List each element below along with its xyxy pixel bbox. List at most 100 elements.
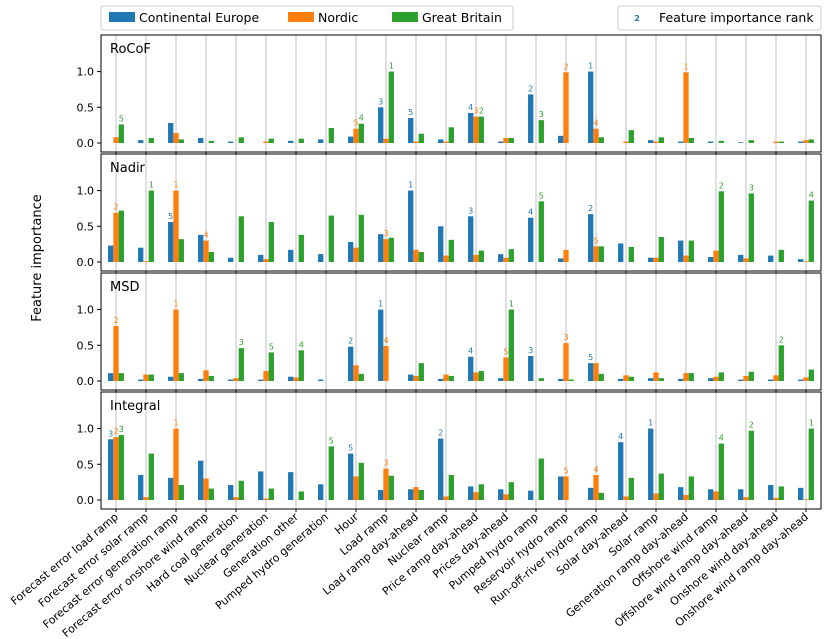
bar-rocof-continental-europe-offshore-wind-ramp-day-ahead xyxy=(738,142,744,143)
bar-msd-great-britain-nuclear-generation xyxy=(268,352,274,381)
bar-msd-nordic-offshore-wind-ramp-day-ahead xyxy=(743,376,749,381)
bar-integral-nordic-solar-ramp xyxy=(653,493,659,500)
bar-nadir-continental-europe-pumped-hydro-generation xyxy=(318,254,324,262)
bar-msd-continental-europe-forecast-error-generation-ramp xyxy=(168,376,174,381)
bar-integral-great-britain-onshore-wind-day-ahead xyxy=(778,486,784,500)
rank-label: 3 xyxy=(749,183,754,192)
bar-rocof-great-britain-load-ramp-day-ahead xyxy=(418,133,424,143)
bar-rocof-great-britain-solar-day-ahead xyxy=(628,130,634,143)
bar-msd-great-britain-offshore-wind-ramp xyxy=(718,372,724,381)
bar-msd-nordic-onshore-wind-ramp-day-ahead xyxy=(803,377,809,381)
rank-label: 2 xyxy=(113,316,118,325)
rank-label: 4 xyxy=(809,191,814,200)
bar-rocof-continental-europe-forecast-error-generation-ramp xyxy=(168,123,174,143)
rank-label: 3 xyxy=(119,425,124,434)
bar-msd-continental-europe-offshore-wind-ramp-day-ahead xyxy=(738,379,744,381)
rank-label: 1 xyxy=(389,62,394,71)
rank-label: 2 xyxy=(563,62,568,71)
bar-msd-continental-europe-pumped-hydro-generation xyxy=(318,379,324,381)
bar-integral-great-britain-forecast-error-onshore-wind-ramp xyxy=(208,488,214,500)
bar-nadir-nordic-forecast-error-load-ramp xyxy=(113,212,119,262)
bar-integral-great-britain-nuclear-generation xyxy=(268,488,274,500)
bar-rocof-continental-europe-pumped-hydro-generation xyxy=(318,139,324,143)
bar-nadir-continental-europe-nuclear-ramp xyxy=(438,226,444,262)
bar-integral-nordic-generation-ramp-day-ahead xyxy=(683,495,689,500)
bar-integral-great-britain-forecast-error-load-ramp xyxy=(118,435,124,500)
bar-nadir-nordic-offshore-wind-ramp xyxy=(713,250,719,262)
bar-nadir-continental-europe-nuclear-generation xyxy=(258,254,264,262)
bar-nadir-great-britain-forecast-error-onshore-wind-ramp xyxy=(208,252,214,262)
bar-integral-continental-europe-forecast-error-load-ramp xyxy=(108,439,114,500)
bar-nadir-great-britain-solar-ramp xyxy=(658,237,664,262)
bar-rocof-continental-europe-hard-coal-generation xyxy=(228,141,234,143)
bar-msd-great-britain-hour xyxy=(358,373,364,381)
bar-integral-nordic-prices-day-ahead xyxy=(503,494,509,500)
legend-label-great-britain: Great Britain xyxy=(422,10,502,25)
bar-integral-great-britain-hard-coal-generation xyxy=(238,480,244,500)
bar-rocof-nordic-generation-ramp-day-ahead xyxy=(683,72,689,143)
y-tick-label: 0.0 xyxy=(77,137,95,150)
bar-integral-nordic-run-off-river-hydro-ramp xyxy=(593,475,599,500)
bar-integral-great-britain-price-ramp-day-ahead xyxy=(478,484,484,500)
rank-label: 3 xyxy=(383,459,388,468)
rank-label: 5 xyxy=(588,353,593,362)
rank-label: 4 xyxy=(468,347,473,356)
legend-label-rank: Feature importance rank xyxy=(659,10,814,25)
bar-nadir-great-britain-hour xyxy=(358,214,364,262)
bar-msd-great-britain-offshore-wind-ramp-day-ahead xyxy=(748,371,754,381)
rank-label: 2 xyxy=(113,427,118,436)
bar-msd-continental-europe-generation-other xyxy=(288,376,294,381)
rank-label: 1 xyxy=(648,419,653,428)
bar-rocof-nordic-nuclear-generation xyxy=(263,141,269,143)
bar-nadir-continental-europe-load-ramp-day-ahead xyxy=(408,190,414,262)
bar-integral-great-britain-solar-day-ahead xyxy=(628,477,634,500)
bar-rocof-great-britain-forecast-error-solar-ramp xyxy=(148,138,154,143)
bar-nadir-nordic-forecast-error-solar-ramp xyxy=(143,261,149,262)
bar-integral-continental-europe-nuclear-ramp xyxy=(438,438,444,500)
bar-integral-continental-europe-prices-day-ahead xyxy=(498,489,504,500)
bar-msd-continental-europe-solar-day-ahead xyxy=(618,378,624,381)
bar-msd-continental-europe-forecast-error-load-ramp xyxy=(108,373,114,381)
bar-msd-nordic-run-off-river-hydro-ramp xyxy=(593,363,599,381)
bar-integral-continental-europe-load-ramp xyxy=(378,490,384,500)
bar-nadir-continental-europe-hour xyxy=(348,242,354,262)
bar-msd-continental-europe-forecast-error-onshore-wind-ramp xyxy=(198,378,204,381)
bar-msd-continental-europe-forecast-error-solar-ramp xyxy=(138,379,144,381)
bar-rocof-great-britain-generation-ramp-day-ahead xyxy=(688,138,694,143)
bar-integral-continental-europe-hour xyxy=(348,453,354,500)
panel-nadir: 5 1 3 4 2 2 1 4 3 5 1 5 2 3 4 0.0 0.5 1.0 Nadir xyxy=(77,153,822,274)
bar-msd-continental-europe-onshore-wind-day-ahead xyxy=(768,379,774,381)
bar-msd-nordic-nuclear-generation xyxy=(263,371,269,381)
rank-label: 5 xyxy=(593,236,598,245)
bar-rocof-continental-europe-offshore-wind-ramp xyxy=(708,141,714,143)
bar-integral-continental-europe-onshore-wind-day-ahead xyxy=(768,485,774,500)
bar-rocof-continental-europe-onshore-wind-ramp-day-ahead xyxy=(798,141,804,143)
bar-msd-continental-europe-price-ramp-day-ahead xyxy=(468,356,474,381)
bar-integral-continental-europe-load-ramp-day-ahead xyxy=(408,489,414,500)
y-tick-label: 0.0 xyxy=(77,256,95,269)
bar-msd-great-britain-onshore-wind-ramp-day-ahead xyxy=(808,369,814,381)
bar-msd-great-britain-hard-coal-generation xyxy=(238,348,244,381)
y-tick-label: 0.0 xyxy=(77,375,95,388)
rank-label: 2 xyxy=(719,181,724,190)
bar-rocof-continental-europe-run-off-river-hydro-ramp xyxy=(588,71,594,143)
bar-rocof-nordic-prices-day-ahead xyxy=(503,138,509,143)
rank-label: 4 xyxy=(359,114,364,123)
bar-rocof-great-britain-onshore-wind-ramp-day-ahead xyxy=(808,139,814,143)
bar-rocof-nordic-forecast-error-load-ramp xyxy=(113,137,119,143)
rank-label: 4 xyxy=(299,340,304,349)
legend-swatch-continental-europe xyxy=(109,12,135,22)
y-tick-label: 0.0 xyxy=(77,494,95,507)
bar-nadir-continental-europe-pumped-hydro-ramp xyxy=(528,217,534,262)
bar-rocof-great-britain-solar-ramp xyxy=(658,137,664,143)
bar-rocof-continental-europe-reservoir-hydro-ramp xyxy=(558,135,564,143)
bar-nadir-continental-europe-solar-ramp xyxy=(648,257,654,262)
bar-rocof-continental-europe-load-ramp-day-ahead xyxy=(408,118,414,143)
bar-msd-continental-europe-load-ramp-day-ahead xyxy=(408,374,414,381)
rank-label: 5 xyxy=(329,436,334,445)
bar-msd-nordic-nuclear-ramp xyxy=(443,374,449,381)
bar-integral-nordic-hour xyxy=(353,476,359,500)
bar-nadir-great-britain-pumped-hydro-ramp xyxy=(538,201,544,262)
bar-msd-great-britain-forecast-error-load-ramp xyxy=(118,373,124,381)
bar-msd-continental-europe-hour xyxy=(348,346,354,381)
